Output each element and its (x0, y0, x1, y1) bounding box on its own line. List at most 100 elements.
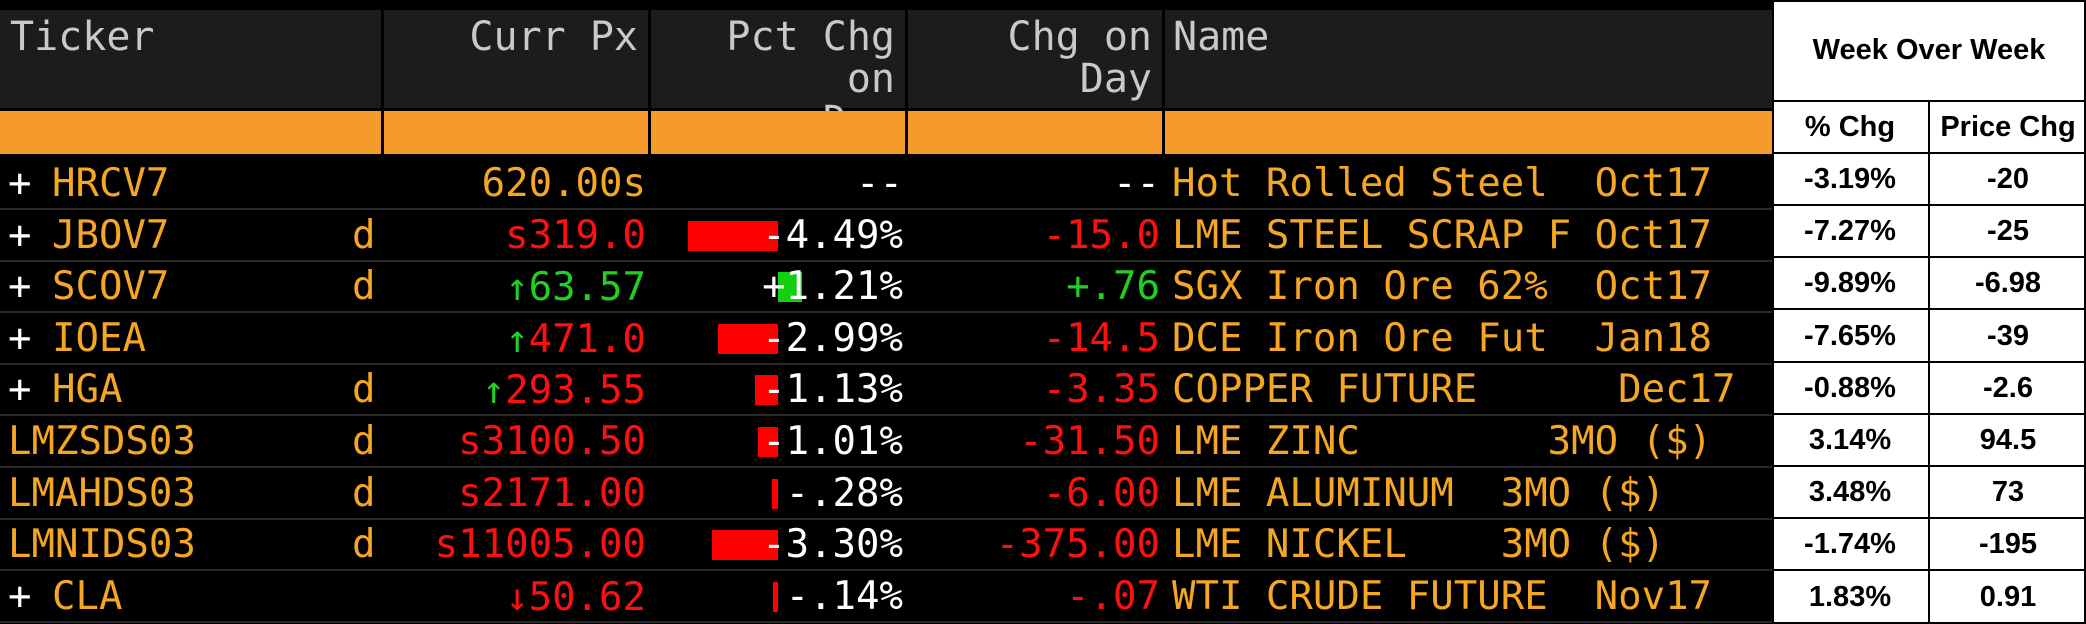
wow-pct-cell: 3.48% (1808, 476, 1892, 508)
row-expand-toggle[interactable]: + (8, 316, 32, 361)
row-name[interactable]: SGX Iron Ore 62% Oct17 (1172, 264, 1713, 309)
row-ticker[interactable]: JBOV7 (52, 213, 170, 258)
row-pct-bar (773, 582, 778, 612)
row-ticker[interactable]: LMZSDS03 (8, 419, 196, 464)
wow-line-header (1772, 152, 2086, 154)
wow-pct-cell: -7.27% (1804, 215, 1896, 247)
row-ticker[interactable]: CLA (52, 574, 123, 619)
terminal-panel: Ticker Curr Px Pct Chg on Day Chg on Day… (0, 0, 1772, 624)
row-name[interactable]: WTI CRUDE FUTURE Nov17 (1172, 574, 1713, 619)
row-name[interactable]: Hot Rolled Steel Oct17 (1172, 161, 1713, 206)
row-name[interactable]: LME ALUMINUM 3MO ($) (1172, 471, 1666, 516)
row-ticker[interactable]: SCOV7 (52, 264, 170, 309)
wow-price-cell: -20 (1987, 163, 2029, 195)
row-separator (0, 621, 1772, 623)
row-ticker[interactable]: IOEA (52, 316, 146, 361)
filter-pct-chg[interactable] (651, 111, 905, 154)
row-separator (0, 466, 1772, 468)
row-pct-bar (712, 530, 778, 560)
row-separator (0, 311, 1772, 313)
up-arrow-icon: ↑ (505, 265, 529, 309)
header-ticker[interactable]: Ticker (0, 10, 381, 108)
filter-curr-px[interactable] (384, 111, 648, 154)
header-chg-on-day-label: Chg on Day (1007, 14, 1153, 102)
row-expand-toggle[interactable]: + (8, 213, 32, 258)
row-curr-px: s3100.50 (384, 416, 646, 468)
header-curr-px[interactable]: Curr Px (384, 10, 648, 108)
row-pct-chg: -- (856, 161, 903, 206)
header-curr-px-label: Curr Px (469, 14, 638, 60)
wow-pct-cell: -7.65% (1804, 320, 1896, 352)
row-curr-px-value: 293.55 (505, 368, 646, 413)
row-ticker[interactable]: LMNIDS03 (8, 522, 196, 567)
wow-pct-cell: -9.89% (1804, 267, 1896, 299)
row-curr-px-value: 50.62 (528, 575, 646, 620)
wow-title: Week Over Week (1812, 34, 2046, 66)
row-curr-px: ↑63.57 (384, 261, 646, 313)
filter-ticker[interactable] (0, 111, 381, 154)
row-separator (0, 363, 1772, 365)
row-delayed-flag: d (352, 367, 376, 412)
wow-border-top (1772, 0, 2086, 2)
wow-price-cell: 73 (1991, 476, 2025, 508)
row-delayed-flag: d (352, 264, 376, 309)
row-ticker[interactable]: HRCV7 (52, 161, 170, 206)
row-curr-px: ↑471.0 (384, 313, 646, 365)
row-pct-chg: -.28% (785, 471, 903, 516)
down-arrow-icon: ↓ (505, 575, 529, 619)
row-separator (0, 260, 1772, 262)
filter-chg-on-day[interactable] (908, 111, 1162, 154)
wow-pct-cell: 3.14% (1808, 424, 1892, 456)
week-over-week-table: Week Over Week % Chg Price Chg -3.19% -20… (1772, 0, 2086, 624)
row-chg-on-day: -375.00 (995, 522, 1160, 567)
row-chg-on-day: -14.5 (1042, 316, 1160, 361)
row-name[interactable]: LME STEEL SCRAP F Oct17 (1172, 213, 1713, 258)
row-expand-toggle[interactable]: + (8, 161, 32, 206)
header-name[interactable]: Name (1165, 10, 1772, 108)
row-curr-px-value: 620.00s (481, 161, 646, 206)
row-chg-on-day: -3.35 (1042, 367, 1160, 412)
row-name[interactable]: COPPER FUTURE Dec17 (1172, 367, 1736, 412)
row-expand-toggle[interactable]: + (8, 264, 32, 309)
row-pct-bar (755, 375, 778, 405)
row-curr-px-value: s3100.50 (458, 419, 646, 464)
row-curr-px: s319.0 (384, 210, 646, 262)
filter-name[interactable] (1165, 111, 1772, 154)
row-name[interactable]: LME ZINC 3MO ($) (1172, 419, 1713, 464)
row-name[interactable]: LME NICKEL 3MO ($) (1172, 522, 1666, 567)
row-pct-chg: -1.01% (762, 419, 903, 464)
row-curr-px-value: s2171.00 (458, 471, 646, 516)
wow-divider (1928, 100, 1930, 624)
row-delayed-flag: d (352, 213, 376, 258)
wow-pct-cell: -1.74% (1804, 528, 1896, 560)
up-arrow-icon: ↑ (482, 368, 506, 412)
row-curr-px: s11005.00 (384, 519, 646, 571)
row-curr-px-value: 471.0 (528, 317, 646, 362)
row-ticker[interactable]: HGA (52, 367, 123, 412)
wow-pct-cell: -3.19% (1804, 163, 1896, 195)
header-pct-chg[interactable]: Pct Chg on Day (651, 10, 905, 142)
wow-price-cell: -6.98 (1974, 267, 2042, 299)
row-ticker[interactable]: LMAHDS03 (8, 471, 196, 516)
row-pct-bar (688, 221, 778, 251)
row-curr-px: ↑293.55 (384, 364, 646, 416)
wow-line-title (1772, 100, 2086, 102)
header-pct-chg-line1: Pct Chg on (726, 14, 895, 102)
row-name[interactable]: DCE Iron Ore Fut Jan18 (1172, 316, 1713, 361)
wow-price-cell: 94.5 (1979, 424, 2037, 456)
row-chg-on-day: -31.50 (1019, 419, 1160, 464)
wow-pct-cell: -0.88% (1804, 372, 1896, 404)
row-separator (0, 569, 1772, 571)
row-separator (0, 208, 1772, 210)
up-arrow-icon: ↑ (505, 317, 529, 361)
row-delayed-flag: d (352, 522, 376, 567)
row-expand-toggle[interactable]: + (8, 367, 32, 412)
row-expand-toggle[interactable]: + (8, 574, 32, 619)
row-curr-px: ↓50.62 (384, 571, 646, 623)
wow-price-cell: 0.91 (1979, 581, 2037, 613)
wow-price-header: Price Chg (1940, 111, 2076, 143)
header-chg-on-day[interactable]: Chg on Day (908, 10, 1162, 108)
row-pct-chg: -2.99% (762, 316, 903, 361)
row-pct-bar (757, 427, 778, 457)
row-chg-on-day: -- (1113, 161, 1160, 206)
